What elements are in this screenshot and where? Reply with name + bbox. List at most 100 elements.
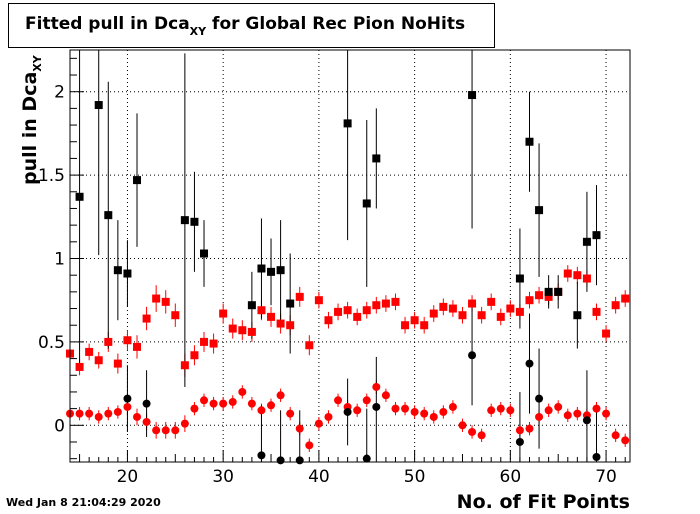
- x-tick-label: 60: [500, 467, 522, 487]
- data-point-square: [267, 312, 276, 321]
- data-point-square: [209, 339, 218, 348]
- data-point-circle: [113, 407, 122, 416]
- data-point-square: [94, 356, 103, 365]
- data-point-circle: [209, 399, 218, 408]
- data-point-circle: [525, 424, 534, 433]
- data-point-square: [592, 231, 601, 240]
- data-point-square: [582, 274, 591, 283]
- grid: [70, 50, 630, 462]
- data-point-circle: [487, 406, 496, 415]
- data-point-circle: [372, 402, 381, 411]
- x-tick-label: 30: [212, 467, 234, 487]
- data-point-circle: [123, 402, 132, 411]
- data-point-circle: [448, 402, 457, 411]
- data-point-square: [286, 321, 295, 330]
- data-point-square: [276, 266, 285, 275]
- data-point-circle: [142, 399, 151, 408]
- data-point-circle: [190, 404, 199, 413]
- data-point-circle: [592, 452, 601, 461]
- ylabel-main: pull in Dca: [19, 71, 41, 185]
- data-point-square: [515, 274, 524, 283]
- data-point-circle: [401, 404, 410, 413]
- data-point-circle: [515, 437, 524, 446]
- title-rest: for Global Rec Pion NoHits: [206, 14, 466, 34]
- y-tick-label: 0.5: [38, 333, 65, 353]
- data-point-square: [525, 296, 534, 305]
- data-point-square: [85, 347, 94, 356]
- data-point-square: [190, 351, 199, 360]
- data-point-square: [362, 199, 371, 208]
- data-point-circle: [161, 426, 170, 435]
- data-point-square: [267, 267, 276, 276]
- x-axis-label: No. of Fit Points: [456, 491, 630, 513]
- data-point-square: [381, 299, 390, 308]
- data-point-square: [468, 299, 477, 308]
- data-point-circle: [267, 401, 276, 410]
- data-point-square: [152, 294, 161, 303]
- data-point-circle: [314, 419, 323, 428]
- data-point-square: [602, 329, 611, 338]
- data-point-square: [563, 269, 572, 278]
- data-point-square: [247, 301, 256, 310]
- data-point-circle: [295, 424, 304, 433]
- data-point-square: [343, 306, 352, 315]
- data-point-circle: [219, 399, 228, 408]
- data-point-circle: [94, 412, 103, 421]
- data-point-circle: [429, 412, 438, 421]
- data-point-circle: [257, 451, 266, 460]
- data-point-square: [429, 309, 438, 318]
- data-point-square: [161, 297, 170, 306]
- data-point-square: [123, 269, 132, 278]
- data-point-circle: [104, 409, 113, 418]
- data-point-circle: [506, 406, 515, 415]
- title-main: Fitted pull in Dca: [25, 14, 190, 34]
- data-point-circle: [391, 404, 400, 413]
- data-point-square: [257, 306, 266, 315]
- x-tick-label: 70: [595, 467, 617, 487]
- data-point-circle: [496, 404, 505, 413]
- data-point-square: [334, 307, 343, 316]
- title-sub: XY: [189, 25, 207, 38]
- y-tick-label: 2: [54, 83, 65, 103]
- data-point-square: [113, 266, 122, 275]
- data-point-circle: [152, 426, 161, 435]
- data-point-square: [487, 297, 496, 306]
- data-point-square: [200, 249, 209, 258]
- data-point-circle: [573, 409, 582, 418]
- data-point-circle: [305, 441, 314, 450]
- data-point-square: [75, 362, 84, 371]
- data-point-circle: [535, 412, 544, 421]
- data-point-square: [362, 306, 371, 315]
- data-point-circle: [611, 431, 620, 440]
- tick-labels: 20 30 40 50 60 70 0 0.5 1 1.5 2: [38, 83, 617, 487]
- data-point-square: [324, 316, 333, 325]
- data-point-circle: [372, 382, 381, 391]
- data-point-square: [621, 294, 630, 303]
- data-point-circle: [123, 394, 132, 403]
- data-point-square: [401, 321, 410, 330]
- data-point-square: [75, 192, 84, 201]
- data-point-circle: [238, 387, 247, 396]
- data-point-square: [582, 237, 591, 246]
- x-tick-label: 50: [404, 467, 426, 487]
- data-point-square: [180, 361, 189, 370]
- data-point-square: [439, 302, 448, 311]
- data-point-square: [305, 341, 314, 350]
- data-point-circle: [200, 396, 209, 405]
- plot-frame: [69, 49, 631, 463]
- data-point-circle: [133, 412, 142, 421]
- data-point-circle: [171, 426, 180, 435]
- data-point-circle: [276, 391, 285, 400]
- data-point-circle: [324, 412, 333, 421]
- data-point-square: [200, 337, 209, 346]
- data-point-circle: [468, 351, 477, 360]
- data-point-square: [573, 271, 582, 280]
- data-point-square: [353, 312, 362, 321]
- y-tick-label: 1: [54, 250, 65, 270]
- data-point-circle: [343, 407, 352, 416]
- data-point-square: [410, 316, 419, 325]
- data-point-square: [544, 292, 553, 301]
- data-point-square: [391, 297, 400, 306]
- data-point-square: [190, 217, 199, 226]
